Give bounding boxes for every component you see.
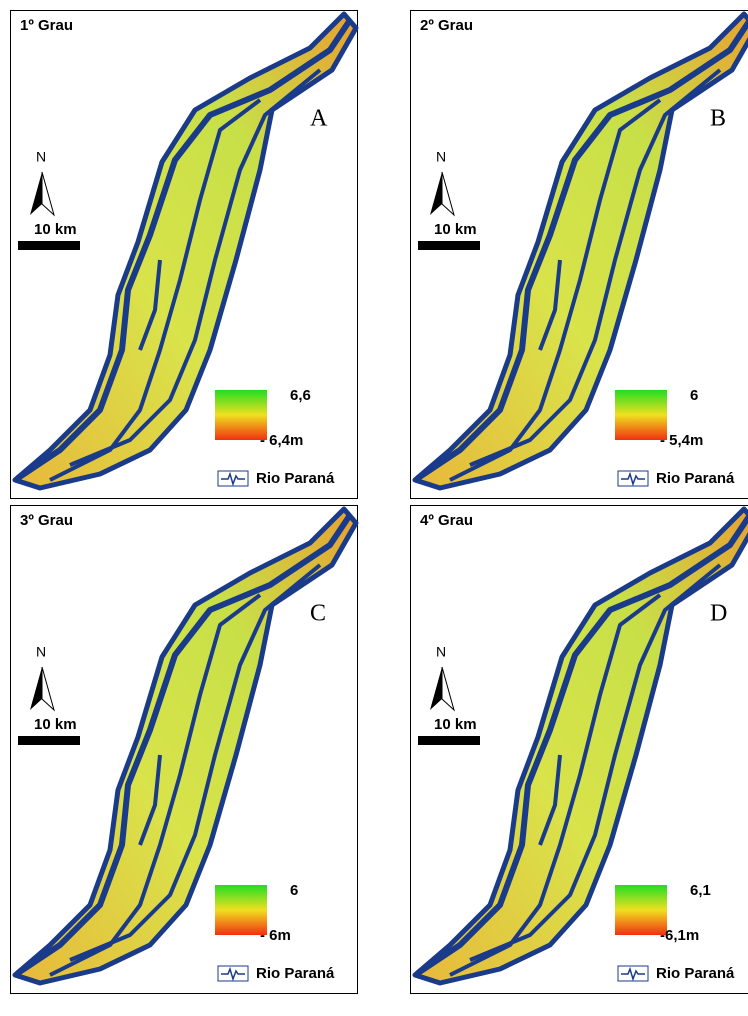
map-panel: 3º Grau C N 10 km 6 - 6m Rio Paraná — [11, 506, 358, 994]
panel-title: 4º Grau — [420, 512, 473, 529]
scale-bar — [418, 241, 480, 250]
river-label: Rio Paraná — [656, 470, 735, 487]
panel-title: 1º Grau — [20, 17, 73, 34]
north-label: N — [36, 149, 46, 165]
panel-title: 2º Grau — [420, 17, 473, 34]
figure: 1º GrauAN10 km6,6- 6,4mRio Paraná2º Grau… — [0, 0, 748, 1016]
scale-label: 10 km — [434, 716, 477, 733]
north-label: N — [36, 644, 46, 660]
river-label: Rio Paraná — [256, 965, 335, 982]
legend-min: - 5,4m — [660, 432, 703, 449]
river-label: Rio Paraná — [256, 470, 335, 487]
scale-bar — [18, 241, 80, 250]
panel-letter: B — [710, 106, 726, 132]
river-label: Rio Paraná — [656, 965, 735, 982]
panel-title: 3º Grau — [20, 512, 73, 529]
legend-min: -6,1m — [660, 927, 699, 944]
map-panel: 2º Grau B N 10 km 6 - 5,4m Rio Paraná — [411, 11, 748, 499]
north-label: N — [436, 149, 446, 165]
legend-max: 6,6 — [290, 387, 311, 404]
legend-max: 6,1 — [690, 882, 711, 899]
legend-max: 6 — [690, 387, 698, 404]
scale-label: 10 km — [34, 221, 77, 238]
panel-letter: D — [710, 601, 727, 627]
map-panel: 4º Grau D N 10 km 6,1 -6,1m Rio Paraná — [411, 506, 748, 994]
legend-max: 6 — [290, 882, 298, 899]
legend-min: - 6m — [260, 927, 291, 944]
panel-letter: A — [310, 106, 328, 132]
scale-label: 10 km — [34, 716, 77, 733]
north-label: N — [436, 644, 446, 660]
scale-bar — [18, 736, 80, 745]
legend-min: - 6,4m — [260, 432, 303, 449]
map-panel: 1º Grau A N 10 km 6,6 - 6,4m Rio Paraná — [11, 11, 358, 499]
scale-bar — [418, 736, 480, 745]
panel-letter: C — [310, 601, 326, 627]
scale-label: 10 km — [434, 221, 477, 238]
